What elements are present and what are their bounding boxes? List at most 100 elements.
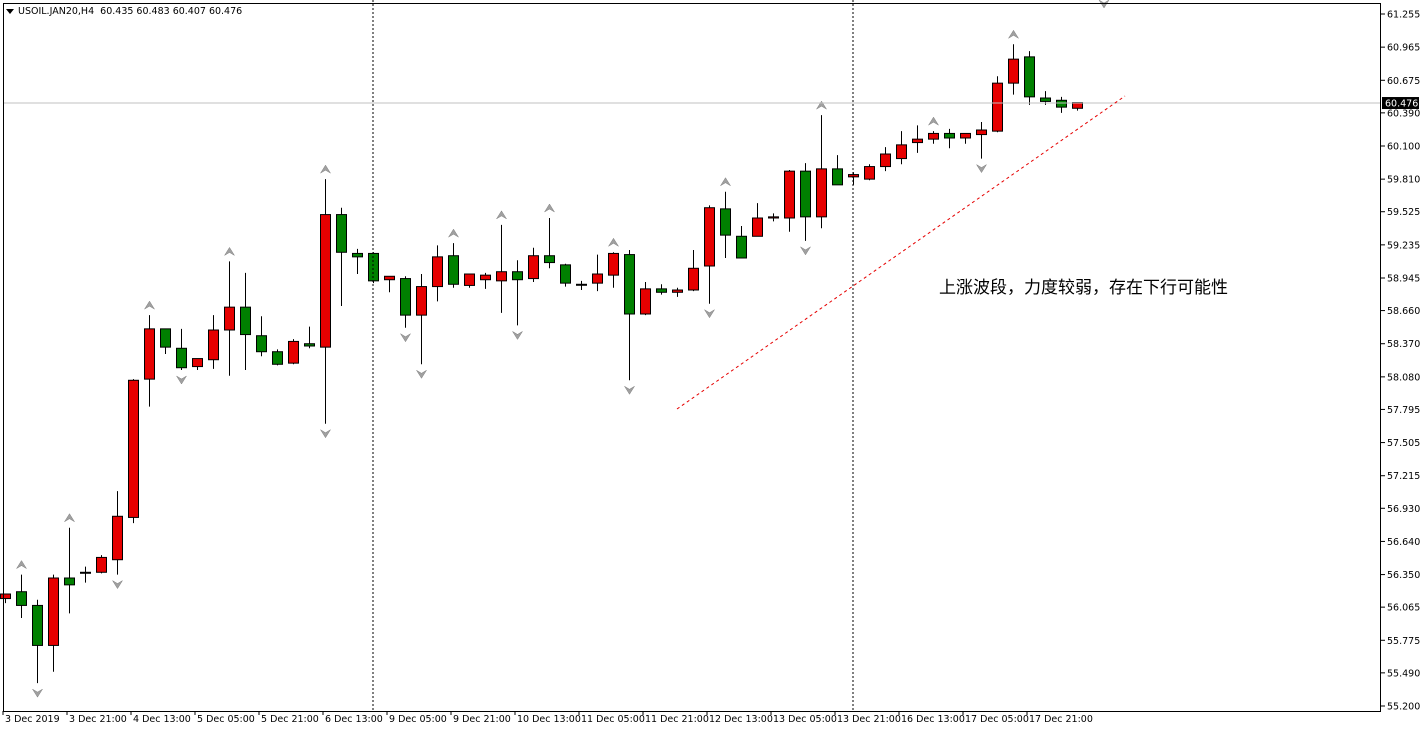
y-tick-label: 56.930 bbox=[1387, 504, 1420, 515]
candle-body bbox=[384, 275, 395, 281]
candle-body bbox=[256, 335, 267, 353]
candle-body bbox=[464, 273, 475, 286]
candle bbox=[464, 273, 475, 288]
fractal-up-icon bbox=[928, 116, 939, 126]
trend-line[interactable] bbox=[676, 95, 1126, 410]
y-tick-label: 56.065 bbox=[1387, 603, 1420, 614]
candle-body bbox=[544, 255, 555, 264]
candle-body bbox=[112, 515, 123, 561]
candle-body bbox=[304, 343, 315, 347]
y-tick-label: 58.080 bbox=[1387, 372, 1420, 383]
y-tick-label: 58.660 bbox=[1387, 306, 1420, 317]
candle bbox=[256, 316, 267, 357]
candle bbox=[704, 205, 715, 304]
candle bbox=[976, 122, 987, 159]
candle-body bbox=[1008, 58, 1019, 84]
candle bbox=[224, 261, 235, 376]
fractal-up-icon bbox=[64, 513, 75, 522]
candle bbox=[64, 527, 75, 614]
candle-body bbox=[96, 556, 107, 573]
y-tick-label: 56.350 bbox=[1387, 570, 1420, 581]
fractal-up-icon bbox=[544, 203, 555, 213]
y-tick-label: 57.215 bbox=[1387, 471, 1420, 482]
price-label-bg bbox=[1382, 97, 1419, 110]
y-tick-label: 55.490 bbox=[1387, 668, 1420, 679]
candle-body bbox=[688, 267, 699, 291]
chevron-down-icon[interactable] bbox=[6, 9, 14, 14]
y-tick-label: 60.965 bbox=[1387, 43, 1420, 54]
candle bbox=[288, 339, 299, 365]
symbol-timeframe: USOIL.JAN20,H4 bbox=[18, 6, 95, 17]
y-tick-label: 59.525 bbox=[1387, 207, 1420, 218]
candle-body bbox=[768, 216, 779, 219]
candle bbox=[128, 379, 139, 524]
candle bbox=[944, 128, 955, 149]
candle-body bbox=[880, 153, 891, 168]
chart-header: USOIL.JAN20,H4 60.435 60.483 60.407 60.4… bbox=[6, 6, 242, 17]
time-axis[interactable]: 3 Dec 2019 3 Dec 21:00 4 Dec 13:00 5 Dec 05… bbox=[2, 711, 1093, 725]
candle-body bbox=[16, 591, 27, 606]
candle bbox=[336, 207, 347, 306]
y-tick-label: 60.100 bbox=[1387, 142, 1420, 153]
candle bbox=[176, 328, 187, 370]
candle-body bbox=[576, 283, 587, 286]
candle-body bbox=[944, 132, 955, 139]
annotation-text: 上涨波段，力度较弱，存在下行可能性 bbox=[939, 278, 1228, 298]
fractal-down-icon bbox=[320, 429, 331, 439]
candle-body bbox=[32, 604, 43, 646]
x-tick-label: 17 Dec 21:00 bbox=[1029, 714, 1093, 725]
fractal-up-icon bbox=[496, 210, 507, 220]
candle-body bbox=[736, 235, 747, 259]
candle bbox=[720, 191, 731, 258]
candle bbox=[592, 254, 603, 292]
candles bbox=[0, 44, 1083, 684]
y-tick-label: 59.810 bbox=[1387, 175, 1420, 186]
x-tick-label: 11 Dec 05:00 bbox=[581, 714, 645, 725]
candle bbox=[880, 147, 891, 172]
candle-body bbox=[960, 132, 971, 139]
fractal-down-icon bbox=[800, 246, 811, 256]
candle bbox=[928, 131, 939, 144]
candle bbox=[240, 272, 251, 370]
y-tick-label: 55.775 bbox=[1387, 636, 1420, 647]
fractal-down-icon bbox=[512, 331, 523, 340]
fractal-up-icon bbox=[320, 164, 331, 174]
y-tick-label: 55.200 bbox=[1387, 702, 1420, 713]
candle-body bbox=[656, 288, 667, 293]
candle bbox=[416, 274, 427, 365]
candle-body bbox=[64, 577, 75, 586]
candle-body bbox=[480, 274, 491, 281]
current-price-label: 60.476 bbox=[1382, 97, 1419, 110]
candle-body bbox=[912, 138, 923, 144]
candle-body bbox=[720, 208, 731, 236]
x-tick-label: 9 Dec 21:00 bbox=[453, 714, 511, 725]
y-tick-label: 59.235 bbox=[1387, 240, 1420, 251]
candle-body bbox=[560, 264, 571, 284]
candle-body bbox=[1024, 56, 1035, 98]
candle bbox=[16, 574, 27, 618]
y-tick-label: 60.390 bbox=[1387, 108, 1420, 119]
candle bbox=[544, 218, 555, 269]
candle bbox=[272, 349, 283, 366]
candle-body bbox=[832, 168, 843, 186]
candle bbox=[352, 248, 363, 274]
candle-body bbox=[896, 144, 907, 160]
x-tick-label: 3 Dec 21:00 bbox=[69, 714, 127, 725]
x-tick-label: 3 Dec 2019 bbox=[5, 714, 60, 725]
candle bbox=[496, 224, 507, 313]
price-label-text: 60.476 bbox=[1385, 99, 1418, 110]
candle-body bbox=[352, 252, 363, 258]
candle-body bbox=[800, 170, 811, 218]
candle-body bbox=[160, 328, 171, 348]
candle-body bbox=[976, 129, 987, 136]
price-axis[interactable]: 61.255 60.965 60.675 60.390 60.100 59.810 59.5… bbox=[1381, 10, 1420, 713]
x-tick-label: 5 Dec 05:00 bbox=[197, 714, 255, 725]
candle-body bbox=[400, 278, 411, 316]
candle bbox=[832, 155, 843, 186]
candle-body bbox=[704, 207, 715, 267]
candle bbox=[736, 226, 747, 259]
fractal-down-icon bbox=[32, 688, 43, 698]
candle bbox=[320, 179, 331, 424]
